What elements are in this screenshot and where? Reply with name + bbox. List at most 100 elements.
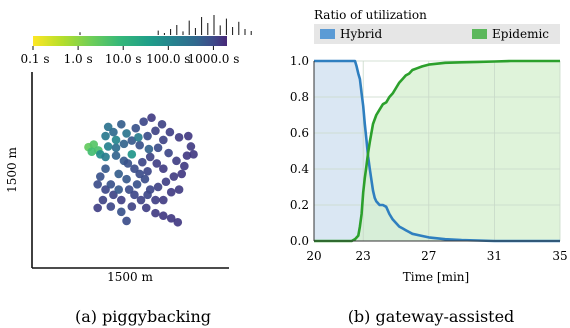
panel-gateway-assisted: Ratio of utilization Hybrid Epidemic 20 2…: [290, 8, 568, 326]
scatter-point: [131, 123, 141, 133]
scatter-point: [166, 214, 176, 223]
scatter-point: [93, 203, 102, 213]
legend: Hybrid Epidemic: [314, 24, 560, 44]
scatter-point: [151, 195, 160, 205]
colorbar-tick-label: 100.0 s: [146, 52, 190, 66]
x-axis-label-b: Time [min]: [403, 270, 469, 284]
scatter-point: [152, 159, 162, 168]
scatter-point: [109, 190, 118, 200]
scatter-point: [138, 157, 147, 167]
scatter-point: [132, 180, 142, 189]
scatter-point: [164, 148, 173, 158]
scatter-point: [124, 185, 134, 194]
scatter-point: [144, 144, 154, 154]
scatter-point: [153, 182, 163, 192]
caption-a: (a) piggybacking: [75, 307, 211, 326]
scatter-point: [173, 217, 183, 227]
scatter-point: [147, 113, 156, 123]
chart-title-b: Ratio of utilization: [314, 8, 427, 22]
scatter-point: [157, 119, 167, 129]
scatter-point: [101, 152, 110, 162]
scatter-point: [174, 133, 184, 142]
scatter-point: [159, 164, 168, 173]
y-tick-label: 0.8: [290, 90, 309, 104]
scatter-point: [117, 207, 126, 217]
scatter-point: [151, 208, 160, 218]
scatter-point: [122, 129, 131, 138]
scatter-point: [123, 159, 133, 168]
scatter-point: [109, 127, 118, 137]
y-tick-label: 0.0: [290, 234, 309, 248]
scatter-point: [87, 147, 97, 157]
y-tick-label: 0.4: [290, 162, 309, 176]
y-tick-label: 0.6: [290, 126, 309, 140]
scatter-point: [141, 203, 151, 213]
scatter-point: [93, 180, 102, 189]
scatter-point: [103, 142, 113, 151]
scatter-point: [153, 143, 163, 153]
scatter-point: [114, 169, 123, 179]
scatter-point: [143, 167, 152, 176]
scatter-point: [182, 151, 192, 160]
scatter-point: [136, 195, 146, 205]
x-tick-label: 27: [421, 249, 436, 263]
x-tick-label: 35: [552, 249, 567, 263]
scatter-point: [183, 131, 193, 141]
scatter-point: [139, 117, 148, 126]
legend-label-hybrid: Hybrid: [340, 27, 383, 41]
y-axis-label-a: 1500 m: [5, 147, 19, 193]
scatter-point: [186, 142, 196, 151]
scatter-point: [135, 169, 144, 179]
colorbar: [33, 36, 227, 46]
scatter-points: [84, 113, 198, 227]
scatter-point: [117, 119, 126, 129]
scatter-point: [159, 195, 168, 205]
line-hybrid: [314, 59, 560, 243]
legend-label-epidemic: Epidemic: [492, 27, 549, 41]
scatter-point: [127, 202, 137, 211]
y-tick-label: 0.2: [290, 198, 309, 212]
scatter-point: [159, 211, 168, 221]
scatter-point: [95, 172, 105, 181]
y-tick-label: 1.0: [290, 54, 309, 68]
scatter-point: [189, 150, 198, 159]
scatter-point: [172, 156, 181, 166]
scatter-point: [130, 164, 139, 173]
scatter-point: [111, 135, 121, 145]
x-axis-label-a: 1500 m: [107, 270, 153, 284]
x-tick-label: 20: [306, 249, 321, 263]
x-tick-label: 23: [356, 249, 371, 263]
x-tick-label: 31: [487, 249, 502, 263]
colorbar-histogram: [79, 15, 252, 35]
scatter-point: [143, 131, 152, 141]
scatter-point: [103, 122, 113, 132]
scatter-point: [106, 180, 116, 189]
scatter-point: [114, 185, 123, 194]
plot-area-b: 20 23 27 31 35 0.0 0.2 0.4 0.6 0.8 1.0: [290, 54, 568, 263]
scatter-point: [122, 216, 131, 226]
scatter-point: [98, 195, 108, 205]
colorbar-tick-label: 1000.0 s: [187, 52, 239, 66]
scatter-point: [101, 185, 110, 194]
scatter-point: [140, 174, 150, 184]
scatter-point: [122, 174, 131, 184]
colorbar-tick-label: 0.1 s: [20, 52, 49, 66]
legend-swatch-hybrid: [320, 29, 335, 39]
scatter-point: [161, 177, 171, 187]
scatter-point: [180, 161, 189, 171]
scatter-point: [135, 140, 144, 150]
scatter-point: [145, 152, 155, 162]
map-axes: [31, 72, 229, 269]
scatter-point: [169, 172, 179, 181]
scatter-point: [166, 187, 176, 197]
scatter-point: [127, 136, 137, 145]
scatter-point: [119, 139, 129, 149]
scatter-point: [111, 143, 121, 153]
scatter-point: [174, 185, 184, 194]
legend-swatch-epidemic: [472, 29, 487, 39]
scatter-point: [111, 151, 121, 160]
scatter-point: [106, 202, 116, 211]
